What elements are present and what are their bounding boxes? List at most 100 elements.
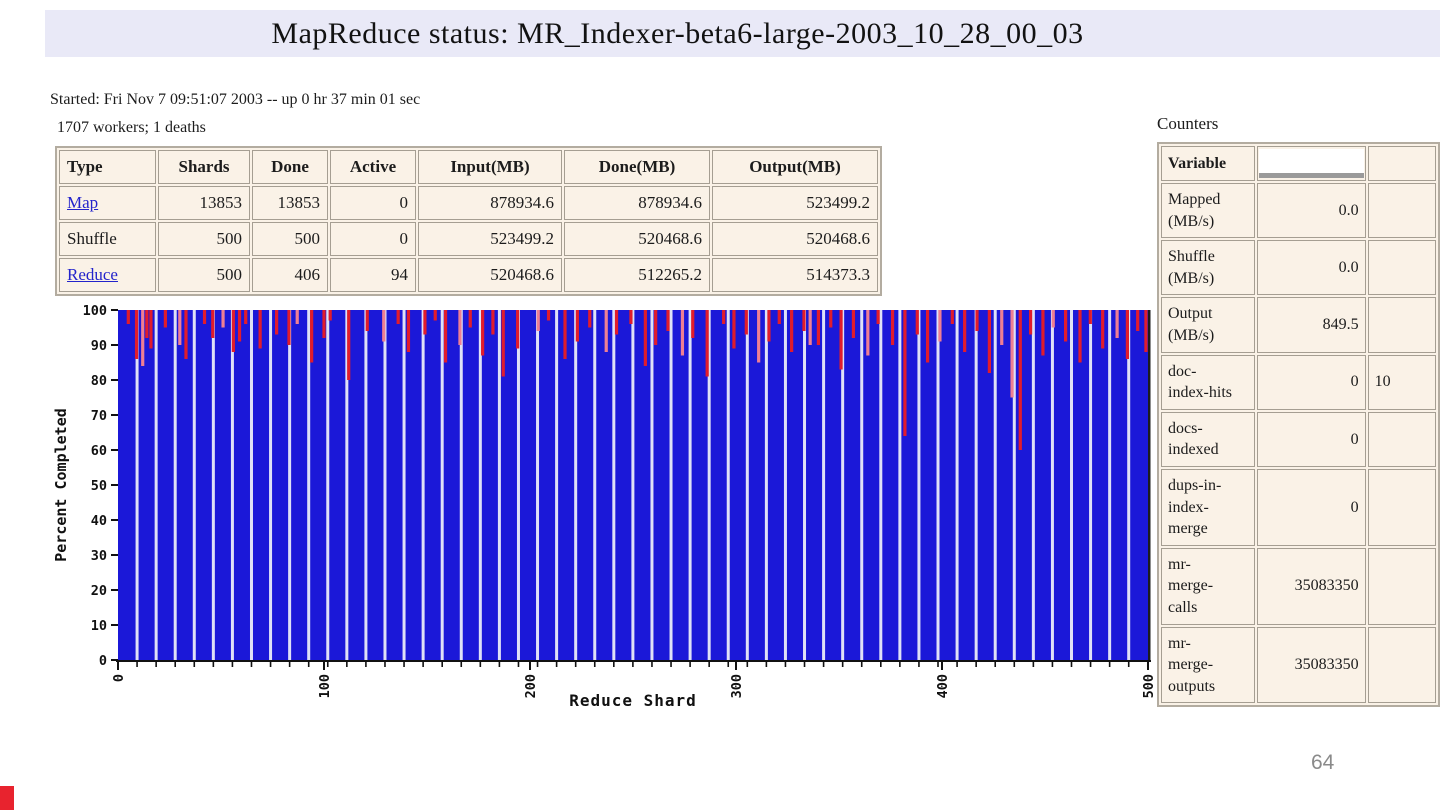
shuffle-shards: 500 <box>158 222 250 256</box>
svg-text:Reduce Shard: Reduce Shard <box>569 691 697 710</box>
counter-value: 0.0 <box>1256 183 1366 239</box>
counters-col-header-variable: Variable <box>1161 146 1255 181</box>
counter-value: 0 <box>1256 354 1366 410</box>
counter-name: mr- merge- outputs <box>1161 626 1255 704</box>
shuffle-done-mb: 520468.6 <box>564 222 710 256</box>
counter-value: 0 <box>1256 468 1366 546</box>
counters-table: Variable Mapped (MB/s) 0.0 Shuffle (MB/s… <box>1157 142 1440 708</box>
counter-extra <box>1367 468 1436 546</box>
counter-row-dups-in-index-merge: dups-in- index- merge 0 <box>1161 468 1436 546</box>
counter-name: Mapped (MB/s) <box>1161 183 1255 239</box>
counter-extra <box>1367 183 1436 239</box>
col-header-shards: Shards <box>158 150 250 184</box>
svg-text:400: 400 <box>935 674 951 698</box>
counters-col-header-extra <box>1367 146 1436 181</box>
counter-name: doc- index-hits <box>1161 354 1255 410</box>
svg-text:50: 50 <box>91 478 107 494</box>
counter-name: dups-in- index- merge <box>1161 468 1255 546</box>
col-header-done-mb: Done(MB) <box>564 150 710 184</box>
col-header-done: Done <box>252 150 328 184</box>
map-task-link[interactable]: Map <box>67 193 99 212</box>
svg-text:70: 70 <box>91 408 107 424</box>
counter-extra <box>1367 240 1436 296</box>
counter-row-mr-merge-calls: mr- merge- calls 35083350 <box>1161 547 1436 625</box>
completion-chart-container: 0 10 20 30 40 50 60 70 80 90 100 0 100 200 300 400 500 Pe… <box>50 292 1160 722</box>
reduce-active: 94 <box>330 258 416 292</box>
counter-extra <box>1367 411 1436 467</box>
counters-col-header-redacted <box>1256 146 1366 181</box>
reduce-done-mb: 512265.2 <box>564 258 710 292</box>
job-progress-table: Type Shards Done Active Input(MB) Done(M… <box>55 146 882 296</box>
table-row-shuffle: Shuffle 500 500 0 523499.2 520468.6 5204… <box>59 222 878 256</box>
map-shards: 13853 <box>158 186 250 220</box>
counter-row-output: Output (MB/s) 849.5 <box>1161 297 1436 353</box>
map-done: 13853 <box>252 186 328 220</box>
counter-value: 35083350 <box>1256 547 1366 625</box>
reduce-done: 406 <box>252 258 328 292</box>
counter-extra <box>1367 297 1436 353</box>
counter-row-docs-indexed: docs- indexed 0 <box>1161 411 1436 467</box>
svg-text:90: 90 <box>91 338 107 354</box>
shuffle-done: 500 <box>252 222 328 256</box>
map-input-mb: 878934.6 <box>418 186 562 220</box>
svg-text:100: 100 <box>83 303 107 319</box>
slide-corner-marker <box>0 786 14 810</box>
reduce-input-mb: 520468.6 <box>418 258 562 292</box>
counters-section-label: Counters <box>1157 114 1219 133</box>
reduce-output-mb: 514373.3 <box>712 258 878 292</box>
workers-status-line: 1707 workers; 1 deaths <box>57 119 206 136</box>
svg-text:0: 0 <box>99 653 107 669</box>
counter-name: Shuffle (MB/s) <box>1161 240 1255 296</box>
counter-value: 0.0 <box>1256 240 1366 296</box>
svg-text:40: 40 <box>91 513 107 529</box>
col-header-type: Type <box>59 150 156 184</box>
table-row-reduce: Reduce 500 406 94 520468.6 512265.2 5143… <box>59 258 878 292</box>
slide-page-number: 64 <box>1311 751 1335 774</box>
map-output-mb: 523499.2 <box>712 186 878 220</box>
counter-value: 0 <box>1256 411 1366 467</box>
title-bar <box>45 10 1440 57</box>
svg-text:60: 60 <box>91 443 107 459</box>
percent-completed-chart: 0 10 20 30 40 50 60 70 80 90 100 0 100 200 300 400 500 Pe… <box>52 303 1157 710</box>
counter-name: mr- merge- calls <box>1161 547 1255 625</box>
counter-value: 849.5 <box>1256 297 1366 353</box>
shuffle-output-mb: 520468.6 <box>712 222 878 256</box>
svg-text:10: 10 <box>91 618 107 634</box>
page-title: MapReduce status: MR_Indexer-beta6-large… <box>271 17 1084 50</box>
counter-row-shuffle: Shuffle (MB/s) 0.0 <box>1161 240 1436 296</box>
col-header-active: Active <box>330 150 416 184</box>
svg-text:100: 100 <box>317 674 333 698</box>
svg-text:80: 80 <box>91 373 107 389</box>
svg-text:300: 300 <box>729 674 745 698</box>
job-progress-table-container: Type Shards Done Active Input(MB) Done(M… <box>55 146 882 296</box>
map-done-mb: 878934.6 <box>564 186 710 220</box>
counter-row-doc-index-hits: doc- index-hits 0 10 <box>1161 354 1436 410</box>
counters-table-container: Variable Mapped (MB/s) 0.0 Shuffle (MB/s… <box>1157 142 1440 731</box>
shuffle-active: 0 <box>330 222 416 256</box>
started-status-line: Started: Fri Nov 7 09:51:07 2003 -- up 0… <box>50 91 421 108</box>
counter-extra <box>1367 547 1436 625</box>
reduce-task-link[interactable]: Reduce <box>67 265 118 284</box>
counter-row-mapped: Mapped (MB/s) 0.0 <box>1161 183 1436 239</box>
shuffle-input-mb: 523499.2 <box>418 222 562 256</box>
svg-text:200: 200 <box>523 674 539 698</box>
svg-text:30: 30 <box>91 548 107 564</box>
counter-extra: 10 <box>1367 354 1436 410</box>
counter-row-mr-merge-outputs: mr- merge- outputs 35083350 <box>1161 626 1436 704</box>
reduce-shards: 500 <box>158 258 250 292</box>
shuffle-label: Shuffle <box>59 222 156 256</box>
counter-name: Output (MB/s) <box>1161 297 1255 353</box>
svg-text:500: 500 <box>1141 674 1157 698</box>
svg-text:0: 0 <box>111 674 127 682</box>
map-active: 0 <box>330 186 416 220</box>
col-header-output-mb: Output(MB) <box>712 150 878 184</box>
redacted-header-box <box>1258 149 1364 178</box>
svg-text:Percent Completed: Percent Completed <box>52 408 70 562</box>
counter-name: docs- indexed <box>1161 411 1255 467</box>
counter-value: 35083350 <box>1256 626 1366 704</box>
table-row-map: Map 13853 13853 0 878934.6 878934.6 5234… <box>59 186 878 220</box>
job-table-header-row: Type Shards Done Active Input(MB) Done(M… <box>59 150 878 184</box>
counters-header-row: Variable <box>1161 146 1436 181</box>
counter-extra <box>1367 626 1436 704</box>
col-header-input-mb: Input(MB) <box>418 150 562 184</box>
